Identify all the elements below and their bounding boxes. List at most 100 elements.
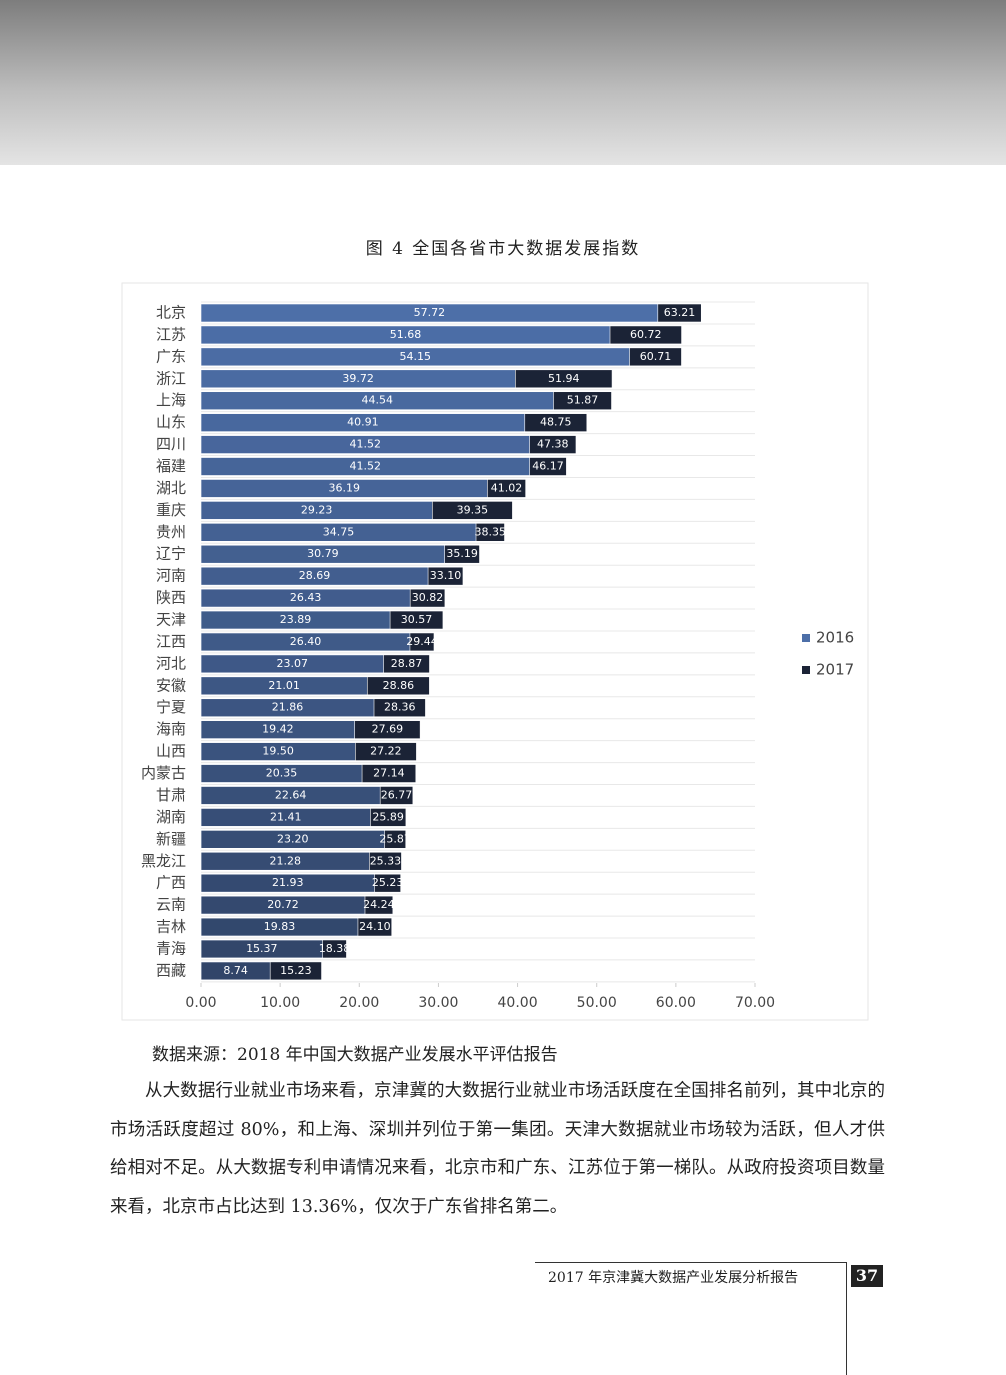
data-label: 21.86 — [272, 701, 304, 714]
bar-2016 — [200, 501, 433, 520]
data-label: 21.01 — [268, 679, 300, 692]
figure-caption: 图 4 全国各省市大数据发展指数 — [365, 239, 641, 259]
data-label: 40.91 — [347, 416, 379, 429]
y-tick-label: 山东 — [156, 413, 186, 431]
bar-2016 — [200, 698, 375, 718]
y-tick-label: 陕西 — [156, 589, 186, 607]
data-label: 21.93 — [272, 876, 304, 889]
data-label: 28.36 — [384, 701, 416, 714]
source-note: 数据来源：2018 年中国大数据产业发展水平评估报告 — [152, 1045, 558, 1065]
y-tick-label: 浙江 — [156, 369, 186, 387]
data-label: 33.10 — [430, 569, 462, 582]
bar-2016 — [200, 939, 323, 959]
y-tick-label: 贵州 — [156, 523, 186, 541]
data-label: 27.69 — [372, 723, 404, 736]
bar-2016 — [200, 632, 411, 652]
body-paragraph: 从大数据行业就业市场来看，京津冀的大数据行业就业市场活跃度在全国排名前列，其中北… — [110, 1081, 885, 1217]
bar-2016 — [200, 895, 366, 915]
y-tick-label: 上海 — [156, 391, 186, 409]
y-tick-label: 宁夏 — [156, 698, 186, 716]
data-label: 30.82 — [412, 591, 444, 604]
x-tick-label: 10.00 — [260, 995, 300, 1011]
data-label: 30.79 — [307, 547, 339, 560]
y-tick-label: 重庆 — [156, 501, 186, 519]
y-tick-label: 湖南 — [156, 808, 186, 826]
data-label: 60.72 — [630, 328, 662, 341]
data-label: 51.87 — [567, 394, 599, 407]
bar-2016 — [200, 369, 516, 389]
bar-2016 — [200, 851, 370, 871]
data-label: 29.44 — [406, 635, 438, 648]
data-label: 39.35 — [457, 503, 489, 516]
bar-2016 — [200, 961, 271, 981]
legend-swatch — [802, 634, 810, 642]
y-tick-label: 河北 — [156, 654, 186, 672]
bar-2016 — [200, 786, 381, 805]
data-label: 28.69 — [299, 569, 331, 582]
bar-2016 — [200, 544, 445, 564]
data-label: 21.41 — [270, 810, 302, 823]
header-banner — [0, 0, 1006, 165]
bar-2016 — [200, 830, 385, 849]
data-label: 47.38 — [537, 438, 569, 451]
x-tick-label: 50.00 — [577, 995, 617, 1011]
legend-label: 2016 — [816, 629, 854, 647]
y-tick-label: 天津 — [156, 611, 186, 629]
footer-rule — [535, 1262, 846, 1263]
bar-2016 — [200, 676, 368, 696]
data-label: 15.37 — [246, 942, 278, 955]
data-label: 23.07 — [277, 657, 309, 670]
footer-rule — [846, 1262, 847, 1375]
bar-2016 — [200, 764, 363, 783]
data-label: 54.15 — [400, 350, 432, 363]
y-tick-label: 四川 — [156, 435, 186, 453]
data-label: 27.14 — [373, 767, 405, 780]
data-label: 46.17 — [532, 460, 564, 473]
bar-2016 — [200, 720, 355, 739]
data-label: 41.02 — [491, 481, 523, 494]
data-label: 44.54 — [362, 394, 394, 407]
y-tick-label: 山西 — [156, 742, 186, 760]
y-tick-label: 湖北 — [156, 479, 186, 497]
y-tick-label: 河南 — [156, 567, 186, 585]
data-label: 28.86 — [383, 679, 415, 692]
y-tick-label: 西藏 — [156, 961, 186, 979]
data-label: 25.87 — [379, 832, 411, 845]
data-label: 25.89 — [372, 810, 404, 823]
data-label: 20.72 — [267, 898, 299, 911]
bar-2016 — [200, 808, 371, 827]
x-tick-label: 0.00 — [185, 995, 216, 1011]
bar-2016 — [200, 479, 488, 498]
data-label: 26.40 — [290, 635, 322, 648]
data-label: 24.10 — [359, 920, 391, 933]
data-label: 63.21 — [664, 306, 696, 319]
data-label: 21.28 — [269, 854, 301, 867]
data-label: 19.42 — [262, 723, 294, 736]
data-label: 26.43 — [290, 591, 322, 604]
bar-2016 — [200, 610, 391, 630]
y-tick-label: 甘肃 — [156, 786, 186, 804]
y-tick-label: 广东 — [156, 347, 186, 365]
data-label: 22.64 — [275, 788, 307, 801]
y-tick-label: 新疆 — [156, 830, 186, 848]
bar-2016 — [200, 347, 630, 367]
data-label: 39.72 — [342, 372, 374, 385]
data-label: 57.72 — [414, 306, 446, 319]
bar-2016 — [200, 566, 429, 586]
data-label: 23.89 — [280, 613, 312, 626]
legend-label: 2017 — [816, 661, 854, 679]
data-label: 30.57 — [401, 613, 433, 626]
data-label: 29.23 — [301, 503, 333, 516]
data-label: 24.24 — [363, 898, 395, 911]
data-label: 18.38 — [319, 942, 351, 955]
bar-2016 — [200, 457, 530, 476]
x-tick-label: 60.00 — [656, 995, 696, 1011]
x-tick-label: 40.00 — [498, 995, 538, 1011]
y-tick-label: 广西 — [156, 874, 186, 892]
data-label: 19.83 — [264, 920, 296, 933]
y-tick-label: 江西 — [156, 632, 186, 650]
page-number: 37 — [851, 1265, 883, 1287]
legend-swatch — [802, 666, 810, 674]
y-tick-label: 海南 — [156, 720, 186, 738]
